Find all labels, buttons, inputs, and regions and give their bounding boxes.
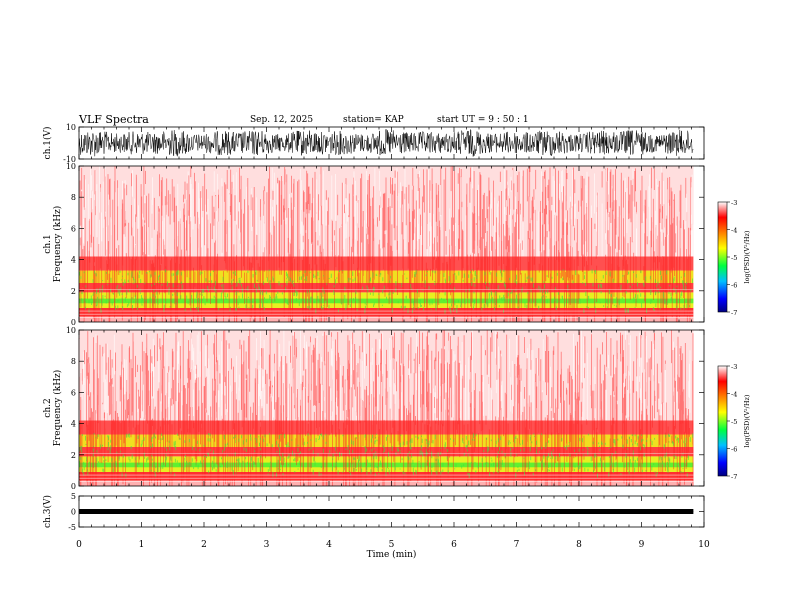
ch2-spectrogram-image xyxy=(78,330,694,486)
spectrogram-white-streaks xyxy=(79,330,691,421)
colorbar-tick-label: -3 xyxy=(731,363,737,371)
y-tick-label: 6 xyxy=(71,224,76,233)
colorbar-tick-label: -6 xyxy=(731,282,737,290)
x-tick-label: 3 xyxy=(264,540,270,550)
colorbar-tick-label: -4 xyxy=(731,227,737,235)
colorbar-1 xyxy=(717,201,728,313)
spectrogram-white-streaks xyxy=(79,166,694,257)
chart-title: VLF Spectra xyxy=(79,113,149,126)
spectrogram-band xyxy=(79,270,694,283)
colorbar-2 xyxy=(717,365,728,477)
x-tick-label: 9 xyxy=(639,540,645,550)
colorbar-label: log(PSD)(V²/Hz) xyxy=(743,394,751,447)
y-axis-label: ch.3(V) xyxy=(42,495,53,528)
x-tick-label: 1 xyxy=(139,540,145,550)
x-tick-label: 4 xyxy=(326,540,332,550)
y-tick-label: 4 xyxy=(71,256,76,265)
ch1-waveform-line xyxy=(78,128,694,157)
spectrogram-green-speckle xyxy=(78,433,694,478)
y-tick-label: 0 xyxy=(71,508,76,517)
y-tick-label: 0 xyxy=(71,318,76,327)
spectrogram-band xyxy=(79,462,694,468)
colorbar-tick-label: -7 xyxy=(731,309,737,317)
y-tick-label: -5 xyxy=(68,523,76,532)
y-axis-label: ch.1(V) xyxy=(42,127,53,160)
spectrogram-band xyxy=(79,471,694,481)
ch1-spectrogram-image xyxy=(79,166,694,322)
spectrogram-band xyxy=(79,256,694,271)
y-tick-label: 8 xyxy=(71,193,76,202)
y-tick-label: 8 xyxy=(71,357,76,366)
x-tick-label: 5 xyxy=(389,540,395,550)
x-tick-label: 10 xyxy=(698,540,710,550)
colorbar-tick-label: -7 xyxy=(731,473,737,481)
spectrogram-band xyxy=(79,316,694,322)
spectrogram-band xyxy=(79,298,694,304)
colorbar-tick-label: -4 xyxy=(731,391,737,399)
y-tick-label: 0 xyxy=(71,482,76,491)
x-axis-label: Time (min) xyxy=(367,549,417,560)
spectrogram-band xyxy=(79,307,694,317)
colorbar-label: log(PSD)(V²/Hz) xyxy=(743,230,751,283)
y-tick-label: 10 xyxy=(66,123,76,132)
y-tick-label: -10 xyxy=(63,155,76,164)
y-axis-label: ch.1 xyxy=(43,234,53,253)
y-tick-label: 2 xyxy=(71,451,76,460)
y-tick-label: 10 xyxy=(66,326,76,335)
x-tick-label: 0 xyxy=(76,540,82,550)
colorbar-tick-label: -5 xyxy=(731,418,737,426)
spectrogram-band xyxy=(79,283,694,293)
colorbar-tick-label: -3 xyxy=(731,199,737,207)
y-axis-label: Frequency (kHz) xyxy=(52,370,63,447)
colorbar-tick-label: -5 xyxy=(731,254,737,262)
y-tick-label: 10 xyxy=(66,162,76,171)
ch3-waveform-band xyxy=(79,509,694,514)
x-tick-label: 2 xyxy=(201,540,207,550)
x-tick-label: 6 xyxy=(451,540,457,550)
date-label: Sep. 12, 2025 xyxy=(250,115,314,125)
station-label: station= KAP xyxy=(343,115,404,125)
spectrogram-band xyxy=(79,447,694,457)
x-tick-label: 7 xyxy=(514,540,520,550)
y-axis-label: ch.2 xyxy=(43,398,53,417)
y-tick-label: 5 xyxy=(71,492,76,501)
start-time-label: start UT = 9 : 50 : 1 xyxy=(437,115,529,125)
y-axis-label: Frequency (kHz) xyxy=(52,206,63,283)
colorbar-tick-label: -6 xyxy=(731,446,737,454)
y-tick-label: 2 xyxy=(71,287,76,296)
x-tick-label: 8 xyxy=(576,540,582,550)
y-tick-label: 6 xyxy=(71,388,76,397)
y-tick-label: 4 xyxy=(71,420,76,429)
spectrogram-band xyxy=(79,480,694,486)
